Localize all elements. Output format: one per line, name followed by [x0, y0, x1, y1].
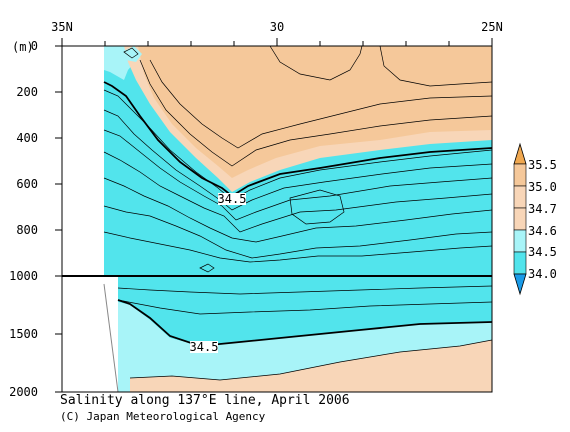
contour-line-7 [103, 231, 493, 263]
colorbar-band-0 [513, 163, 527, 187]
colorbar [513, 142, 527, 296]
colorbar-label-3: 34.6 [528, 224, 557, 238]
colorbar-top-arrow [513, 142, 527, 165]
contour-lower-2 [117, 299, 493, 315]
contour-label-1: 34.5 [218, 192, 247, 206]
colorbar-band-3 [513, 229, 527, 253]
contour-high-3 [379, 45, 493, 87]
y-tick-label-400: 400 [16, 131, 38, 145]
fill-mid-lower [130, 340, 492, 392]
fill-high-upper [138, 46, 492, 178]
y-tick-label-2000: 2000 [9, 385, 38, 399]
contour-high-4 [269, 45, 363, 81]
colorbar-bottom-arrow [513, 273, 527, 296]
contour-line-3 [103, 129, 493, 221]
x-tick-label-25n: 25N [481, 20, 503, 34]
y-tick-label-800: 800 [16, 223, 38, 237]
colorbar-label-2: 34.7 [528, 202, 557, 216]
contour-high-1 [139, 59, 493, 167]
fill-lowest-lower [118, 276, 492, 346]
contour-small-blob-2 [123, 47, 139, 59]
colorbar-band-1 [513, 185, 527, 209]
y-axis-left [55, 45, 62, 393]
colorbar-label-1: 35.0 [528, 180, 557, 194]
eddy-patch [122, 46, 142, 62]
contour-line-4 [103, 151, 493, 233]
colorbar-label-5: 34.0 [528, 267, 557, 281]
contour-small-blob [199, 263, 215, 273]
colorbar-band-4 [513, 251, 527, 275]
contour-eddy-ring [289, 189, 345, 225]
plot-area: 34.5 34.5 [61, 45, 493, 393]
chart-credit: (C) Japan Meteorological Agency [60, 410, 266, 423]
upper-panel [104, 46, 492, 276]
y-tick-label-1000: 1000 [9, 269, 38, 283]
colorbar-label-0: 35.5 [528, 158, 557, 172]
contour-34-5-lower [117, 299, 493, 347]
y-tick-label-600: 600 [16, 177, 38, 191]
contour-line-5 [103, 177, 493, 243]
y-tick-label-200: 200 [16, 85, 38, 99]
slope-line [103, 283, 119, 393]
contour-lower-1 [117, 285, 493, 295]
contour-label-2: 34.5 [190, 340, 219, 354]
contour-line-6 [103, 205, 493, 259]
y-tick-label-1500: 1500 [9, 327, 38, 341]
contour-label-group-1: 34.5 [218, 192, 247, 206]
x-tick-label-30: 30 [270, 20, 284, 34]
contour-34-5-lines [103, 81, 493, 347]
y-axis-unit-label: (m) [12, 40, 34, 54]
x-tick-label-35n: 35N [51, 20, 73, 34]
colorbar-label-4: 34.5 [528, 245, 557, 259]
lower-panel [118, 276, 492, 392]
contour-label-bg-1 [218, 193, 246, 205]
y-tick-label-0: 0 [31, 39, 38, 53]
contour-label-group-2: 34.5 [190, 340, 219, 354]
x-axis-top [61, 38, 493, 46]
colorbar-band-2 [513, 207, 527, 231]
contour-34-5-upper [103, 81, 493, 198]
contour-lower-3 [129, 339, 493, 381]
contour-high-2 [149, 59, 493, 149]
contour-label-bg-2 [190, 341, 218, 353]
chart-title: Salinity along 137°E line, April 2006 [60, 393, 350, 408]
